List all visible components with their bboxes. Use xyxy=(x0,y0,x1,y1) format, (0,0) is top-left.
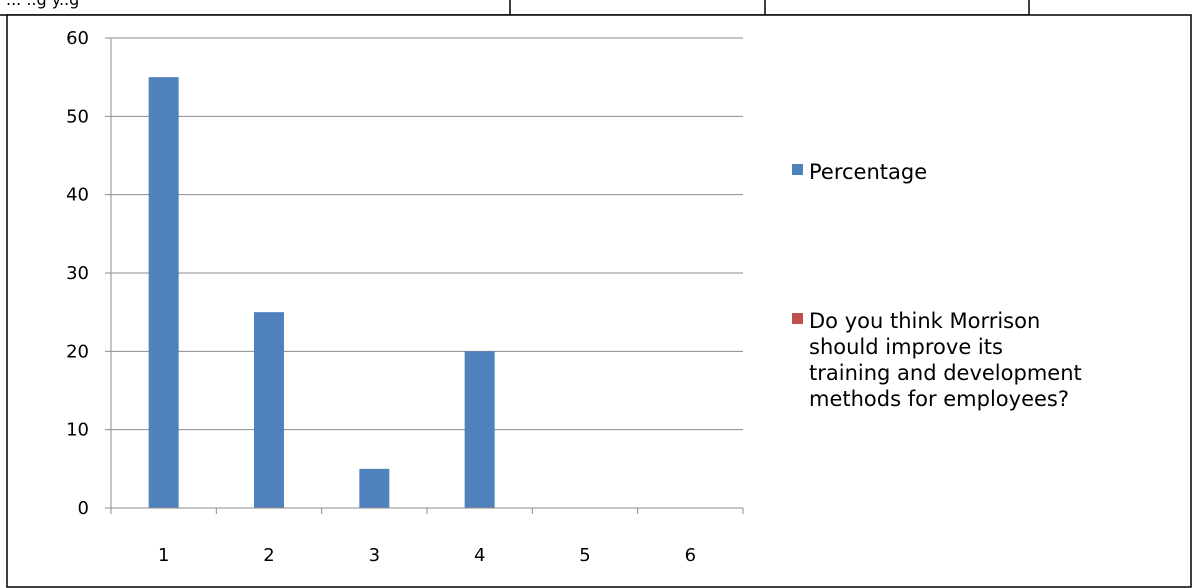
legend-label-2-line-1: Do you think Morrison xyxy=(809,309,1040,333)
x-axis-ticks: 1 2 3 4 5 6 xyxy=(110,508,744,566)
legend-label-2-line-4: methods for employees? xyxy=(809,387,1069,411)
x-tick-label-3: 3 xyxy=(369,545,380,566)
y-tick-label-20: 20 xyxy=(66,341,89,362)
bar-1-4 xyxy=(464,351,495,508)
x-tick-label-5: 5 xyxy=(579,545,590,566)
top-strip-text: ... ..g y..g xyxy=(6,0,79,9)
x-tick-label-2: 2 xyxy=(263,545,274,566)
chart-border xyxy=(6,14,1192,588)
legend-swatch-1 xyxy=(792,164,803,175)
legend-label-2-line-2: should improve its xyxy=(809,335,1003,359)
legend-swatch-2 xyxy=(792,313,803,324)
gridlines xyxy=(111,37,743,431)
bars xyxy=(148,77,495,508)
y-tick-label-10: 10 xyxy=(66,420,89,441)
bar-chart: 0 10 20 30 40 50 60 1 2 3 4 5 6 Percentage Do you th… xyxy=(6,14,1192,588)
y-tick-label-50: 50 xyxy=(66,106,89,127)
y-tick-label-0: 0 xyxy=(78,498,89,519)
x-tick-label-1: 1 xyxy=(158,545,169,566)
y-tick-label-40: 40 xyxy=(66,185,89,206)
bar-1-2 xyxy=(254,312,284,508)
bar-1-3 xyxy=(359,468,390,508)
x-tick-label-4: 4 xyxy=(474,545,485,566)
legend-label-2-line-3: training and development xyxy=(809,361,1082,385)
legend-label-1-line-1: Percentage xyxy=(809,160,927,184)
y-tick-label-30: 30 xyxy=(66,263,89,284)
y-tick-label-60: 60 xyxy=(66,28,89,49)
y-axis-ticks: 0 10 20 30 40 50 60 xyxy=(66,28,111,519)
bar-1-1 xyxy=(148,77,179,508)
x-tick-label-6: 6 xyxy=(685,545,696,566)
